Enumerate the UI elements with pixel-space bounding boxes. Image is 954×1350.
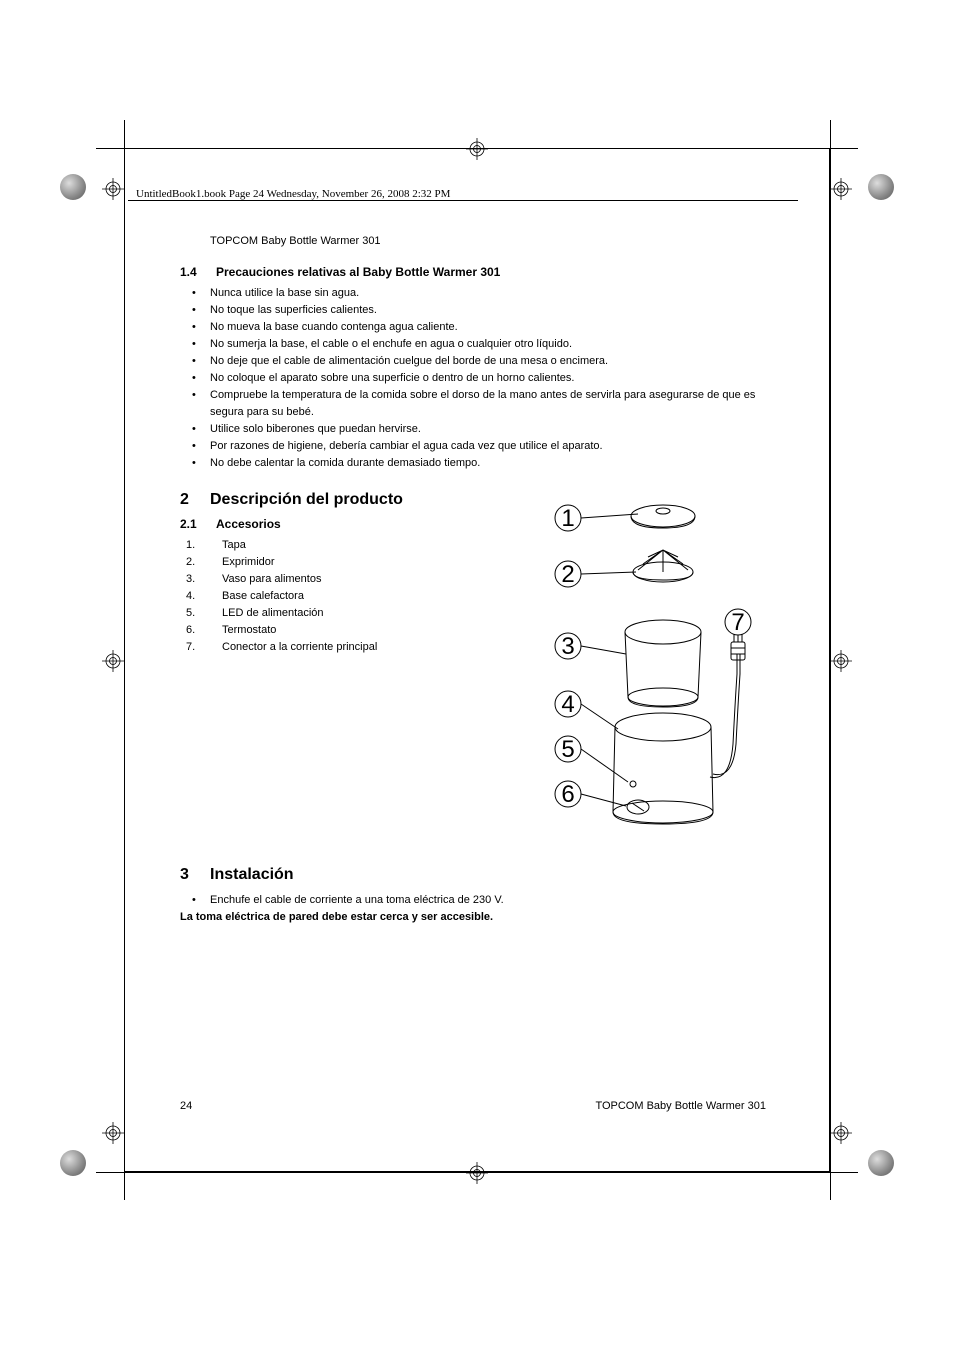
list-item: Utilice solo biberones que puedan hervir… xyxy=(186,421,770,438)
registration-mark-icon xyxy=(466,138,488,160)
footer-product: TOPCOM Baby Bottle Warmer 301 xyxy=(595,1100,766,1112)
section-title: Accesorios xyxy=(216,517,281,531)
section-3-heading: 3Instalación xyxy=(180,866,770,884)
list-item: No toque las superficies calientes. xyxy=(186,302,770,319)
registration-mark-icon xyxy=(830,1122,852,1144)
footer-page-num: 24 xyxy=(180,1100,192,1112)
list-item: Compruebe la temperatura de la comida so… xyxy=(186,387,770,421)
list-item: No coloque el aparato sobre una superfic… xyxy=(186,370,770,387)
svg-text:5: 5 xyxy=(561,736,574,763)
print-sphere xyxy=(868,1150,894,1176)
section-num: 1.4 xyxy=(180,265,216,279)
list-item: No deje que el cable de alimentación cue… xyxy=(186,353,770,370)
print-sphere xyxy=(60,174,86,200)
section-1-4-heading: 1.4Precauciones relativas al Baby Bottle… xyxy=(180,265,770,279)
list-item: No debe calentar la comida durante demas… xyxy=(186,455,770,472)
installation-list: Enchufe el cable de corriente a una toma… xyxy=(186,892,770,909)
svg-text:2: 2 xyxy=(561,561,574,588)
section-title: Descripción del producto xyxy=(210,491,403,508)
list-item: Nunca utilice la base sin agua. xyxy=(186,285,770,302)
svg-text:3: 3 xyxy=(561,633,574,660)
registration-mark-icon xyxy=(102,1122,124,1144)
svg-text:7: 7 xyxy=(731,609,744,636)
product-diagram: 1 2 3 4 5 6 7 xyxy=(548,494,758,834)
svg-text:6: 6 xyxy=(561,781,574,808)
print-sphere xyxy=(60,1150,86,1176)
section-num: 3 xyxy=(180,866,210,884)
svg-text:1: 1 xyxy=(561,505,574,532)
product-header: TOPCOM Baby Bottle Warmer 301 xyxy=(210,235,770,247)
registration-mark-icon xyxy=(102,650,124,672)
section-num: 2 xyxy=(180,491,210,509)
section-num: 2.1 xyxy=(180,517,216,531)
installation-note: La toma eléctrica de pared debe estar ce… xyxy=(180,911,770,923)
registration-mark-icon xyxy=(830,178,852,200)
registration-mark-icon xyxy=(466,1162,488,1184)
precautions-list: Nunca utilice la base sin agua.No toque … xyxy=(186,285,770,473)
svg-text:4: 4 xyxy=(561,691,574,718)
registration-mark-icon xyxy=(830,650,852,672)
section-title: Precauciones relativas al Baby Bottle Wa… xyxy=(216,265,500,279)
list-item: No mueva la base cuando contenga agua ca… xyxy=(186,319,770,336)
list-item: Por razones de higiene, debería cambiar … xyxy=(186,438,770,455)
list-item: Enchufe el cable de corriente a una toma… xyxy=(186,892,770,909)
registration-mark-icon xyxy=(102,178,124,200)
section-title: Instalación xyxy=(210,866,294,883)
print-sphere xyxy=(868,174,894,200)
crop-line xyxy=(124,120,125,1200)
list-item: No sumerja la base, el cable o el enchuf… xyxy=(186,336,770,353)
